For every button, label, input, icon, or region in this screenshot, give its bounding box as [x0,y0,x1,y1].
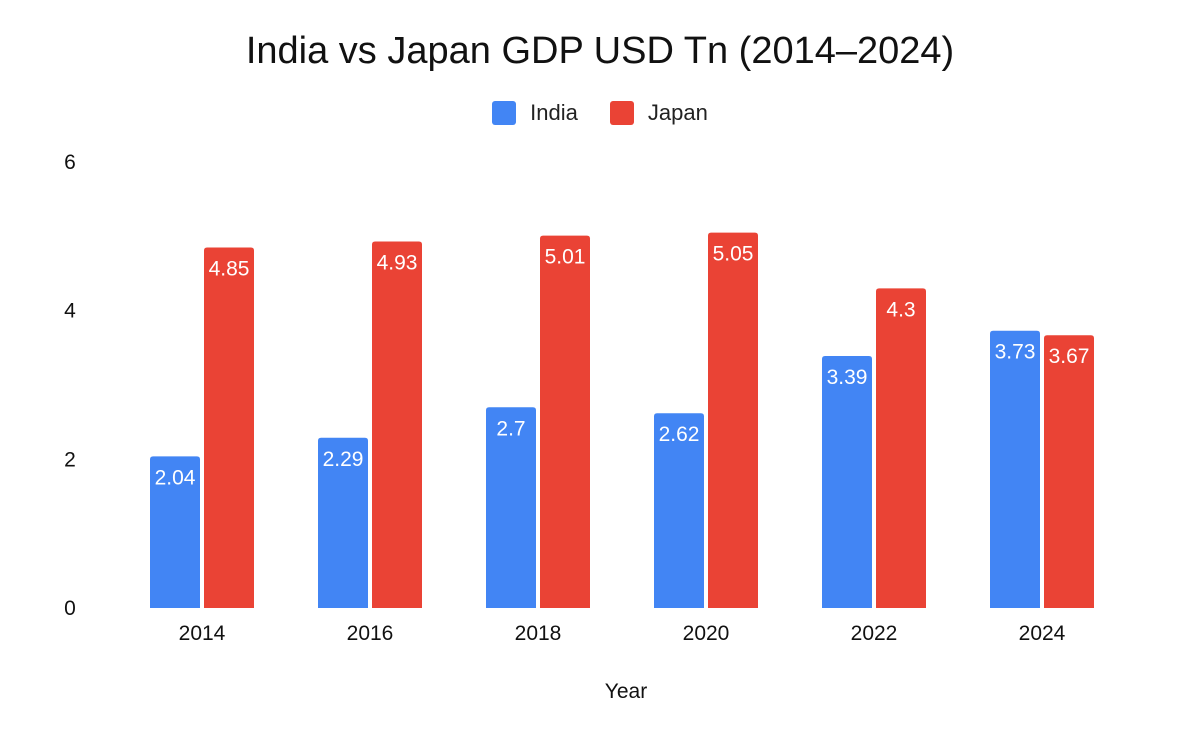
x-tick-label: 2022 [851,622,898,645]
data-label-india-2016: 2.29 [323,448,364,471]
bar-japan-2016 [372,241,422,608]
y-tick-label: 0 [64,597,76,620]
data-label-india-2024: 3.73 [995,341,1036,364]
bar-india-2014 [150,456,200,608]
bar-india-2024 [990,330,1040,608]
y-tick-label: 2 [64,448,76,471]
bar-japan-2018 [540,235,590,608]
data-label-india-2022: 3.39 [827,366,868,389]
legend: India Japan [0,100,1200,126]
y-tick-label: 6 [64,151,76,174]
bar-japan-2024 [1044,335,1094,608]
x-tick-label: 2018 [515,622,562,645]
legend-swatch-japan [609,101,634,125]
data-label-japan-2018: 5.01 [545,246,586,269]
bar-india-2020 [654,413,704,608]
chart-title: India vs Japan GDP USD Tn (2014–2024) [245,30,955,72]
x-tick-label: 2016 [347,622,394,645]
bar-japan-2014 [204,247,254,608]
x-axis-title: Year [605,680,647,703]
legend-swatch-india [492,101,517,125]
data-label-japan-2020: 5.05 [713,243,754,266]
data-label-japan-2022: 4.3 [886,298,915,321]
legend-label-japan: Japan [647,100,708,125]
x-tick-label: 2024 [1019,622,1066,645]
data-label-india-2014: 2.04 [155,466,196,489]
bar-india-2022 [822,356,872,608]
data-label-japan-2024: 3.67 [1049,345,1090,368]
legend-item-japan: Japan [609,100,708,126]
bar-india-2016 [318,437,368,608]
data-label-india-2020: 2.62 [659,423,700,446]
bar-japan-2022 [876,288,926,608]
data-label-japan-2016: 4.93 [377,252,418,275]
data-label-japan-2014: 4.85 [209,257,250,280]
bar-india-2018 [486,407,536,608]
bar-japan-2020 [708,232,758,608]
legend-label-india: India [530,100,578,125]
x-tick-label: 2014 [179,622,226,645]
legend-item-india: India [492,100,578,126]
y-tick-label: 4 [64,300,76,323]
x-tick-label: 2020 [683,622,730,645]
data-label-india-2018: 2.7 [496,417,525,440]
